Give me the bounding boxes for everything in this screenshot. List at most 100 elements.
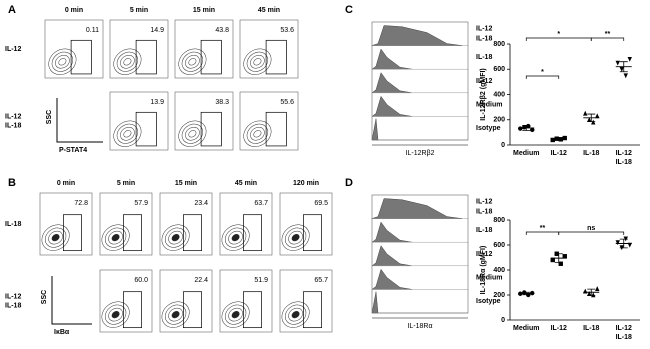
gate — [265, 39, 287, 75]
y-axis-label: SSC — [46, 110, 53, 124]
axis-arrow — [56, 98, 103, 143]
data-point — [623, 73, 628, 79]
density-contour — [178, 120, 207, 147]
histogram-label: IL-18 — [476, 209, 492, 216]
data-point — [619, 67, 624, 72]
density-contour — [221, 224, 250, 251]
data-point — [562, 254, 567, 259]
histogram-label: IL-12 — [476, 199, 492, 206]
x-tick-label: IL-18 — [616, 159, 632, 166]
density-contour — [178, 48, 207, 75]
gate-value: 43.8 — [215, 27, 229, 34]
histogram-label: IL-12 — [476, 78, 492, 85]
data-point — [562, 135, 567, 141]
column-header: 120 min — [293, 180, 319, 187]
gate — [70, 39, 92, 75]
gate-value: 57.9 — [134, 200, 148, 207]
gate-value: 13.9 — [150, 99, 164, 106]
density-contour — [44, 227, 67, 248]
y-tick-label: 600 — [493, 242, 505, 249]
data-point — [522, 125, 527, 130]
density-contour — [55, 54, 70, 69]
x-tick-label: IL-12 — [551, 325, 567, 332]
gate — [265, 111, 287, 147]
gate-value: 38.3 — [215, 99, 229, 106]
data-point — [587, 117, 592, 122]
plot-frame — [279, 192, 333, 256]
plot-frame — [109, 19, 169, 79]
gate-value: 0.11 — [86, 27, 99, 34]
histogram — [371, 291, 379, 314]
plot-frame — [219, 192, 273, 256]
significance-bracket — [525, 231, 560, 235]
histogram — [371, 25, 463, 46]
density-contour — [164, 227, 187, 248]
density-contour — [231, 311, 240, 319]
histogram-label: Isotype — [476, 125, 501, 132]
histogram — [371, 268, 413, 290]
density-contour — [116, 51, 139, 72]
density-contour — [171, 311, 180, 319]
data-point — [583, 110, 588, 116]
density-contour — [48, 48, 77, 75]
gate — [123, 291, 142, 329]
histogram-label: IL-12 — [476, 251, 492, 258]
panel-letter: C — [345, 4, 353, 16]
density-contour — [120, 126, 135, 141]
histogram-label: IL-18 — [476, 36, 492, 43]
error-bar — [619, 238, 628, 249]
gate-value: 14.9 — [150, 27, 164, 34]
plot-frame — [239, 19, 299, 79]
density-contour — [291, 234, 300, 242]
panel-letter: D — [345, 177, 353, 189]
column-header: 0 min — [57, 180, 75, 187]
density-contour — [181, 123, 204, 144]
density-contour — [101, 224, 130, 251]
gate — [243, 214, 262, 252]
x-tick-label: IL-12 — [551, 150, 567, 157]
gate-value: 55.6 — [280, 99, 294, 106]
column-header: 45 min — [258, 7, 280, 14]
data-point — [595, 113, 600, 119]
significance-bracket — [525, 75, 560, 79]
x-axis-label: IL-12Rβ2 — [406, 150, 435, 157]
gate-value: 51.9 — [254, 277, 268, 284]
error-bar — [522, 125, 531, 131]
histogram — [371, 95, 413, 117]
data-point — [627, 242, 632, 248]
density-contour — [48, 230, 63, 245]
data-point — [591, 292, 596, 298]
row-label: IL-12 — [5, 293, 21, 300]
density-contour — [123, 130, 132, 138]
y-tick-label: 400 — [493, 267, 505, 274]
density-contour — [123, 58, 132, 66]
row-label: IL-12 — [5, 113, 21, 120]
y-tick-label: 600 — [493, 66, 505, 73]
gate-value: 72.8 — [74, 200, 88, 207]
y-tick-label: 0 — [501, 142, 505, 149]
data-point — [615, 240, 620, 246]
density-contour — [224, 304, 247, 325]
density-contour — [231, 234, 240, 242]
x-tick-label: IL-12 — [616, 325, 632, 332]
density-contour — [281, 224, 310, 251]
histogram-label: Isotype — [476, 298, 501, 305]
density-contour — [253, 58, 262, 66]
gate — [200, 39, 222, 75]
x-tick-label: Medium — [513, 150, 539, 157]
panel-letter: B — [8, 177, 16, 189]
density-contour — [185, 54, 200, 69]
histogram — [371, 245, 413, 267]
density-contour — [185, 126, 200, 141]
column-header: 15 min — [193, 7, 215, 14]
x-tick-label: IL-18 — [583, 150, 599, 157]
gate-value: 69.5 — [314, 200, 328, 207]
error-bar — [554, 253, 563, 263]
histogram — [371, 72, 413, 94]
data-point — [550, 257, 555, 263]
density-contour — [111, 311, 120, 319]
significance-label: * — [557, 31, 560, 38]
density-contour — [224, 227, 247, 248]
y-tick-label: 200 — [493, 292, 505, 299]
density-contour — [181, 51, 204, 72]
